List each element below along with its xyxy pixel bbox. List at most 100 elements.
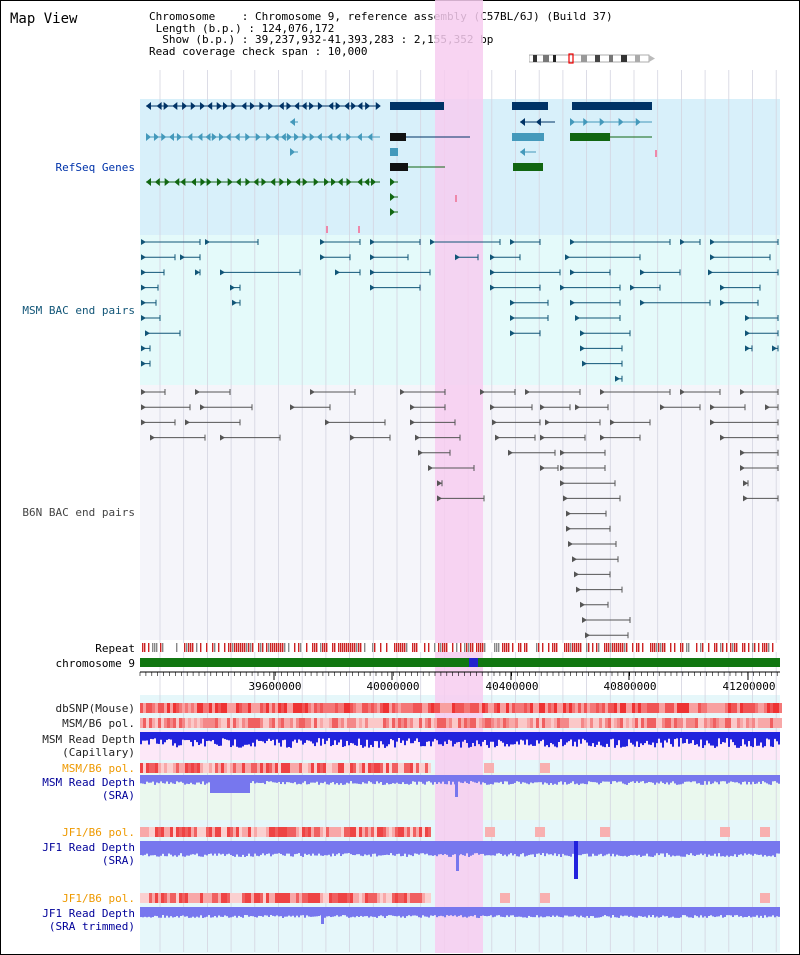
repeat-element xyxy=(184,643,186,652)
depth-bar xyxy=(196,841,198,854)
track-label-b6n-bac[interactable]: B6N BAC end pairs xyxy=(22,506,135,519)
depth-bar xyxy=(156,732,158,744)
heat-cell xyxy=(311,703,314,713)
depth-bar xyxy=(320,841,322,856)
depth-bar xyxy=(354,775,356,784)
heat-cell xyxy=(563,703,566,713)
depth-bar xyxy=(144,841,146,855)
ruler-tick-label: 39600000 xyxy=(248,680,302,693)
gene-exon xyxy=(205,133,211,141)
chromosome-ideogram[interactable] xyxy=(529,53,655,64)
depth-bar xyxy=(750,907,752,918)
gene-exon xyxy=(570,118,575,126)
track-label-chromosome[interactable]: chromosome 9 xyxy=(55,657,135,670)
heat-cell xyxy=(242,893,245,903)
track-label-dbsnp[interactable]: dbSNP(Mouse) xyxy=(55,702,135,715)
depth-bar xyxy=(670,907,672,918)
depth-bar xyxy=(746,907,748,918)
repeat-element xyxy=(252,643,254,652)
heat-cell xyxy=(392,893,395,903)
depth-bar xyxy=(388,775,390,785)
heat-cell xyxy=(449,703,452,713)
bac-end xyxy=(490,254,495,261)
gene-exon xyxy=(364,178,370,186)
depth-bar xyxy=(662,841,664,854)
depth-bar xyxy=(660,841,662,854)
heat-cell xyxy=(203,827,206,837)
depth-bar xyxy=(526,775,528,784)
depth-bar xyxy=(464,907,466,917)
bac-end xyxy=(540,434,545,441)
heat-cell xyxy=(176,763,179,773)
depth-bar xyxy=(246,907,248,916)
heat-cell xyxy=(158,893,161,903)
depth-bar xyxy=(396,907,398,917)
track-label-msm-bac[interactable]: MSM BAC end pairs xyxy=(22,304,135,317)
depth-bar xyxy=(574,732,576,742)
heat-cell xyxy=(650,703,653,713)
depth-bar xyxy=(728,907,730,916)
heat-cell xyxy=(707,718,710,728)
heat-cell xyxy=(674,718,677,728)
depth-bar xyxy=(524,841,526,857)
track-label-msm-b6-pol[interactable]: MSM/B6 pol. xyxy=(62,717,135,730)
depth-bar xyxy=(468,775,470,784)
depth-bar xyxy=(638,775,640,783)
depth-bar xyxy=(702,732,704,748)
depth-bar xyxy=(486,732,488,746)
depth-bar xyxy=(378,775,380,784)
depth-bar xyxy=(704,907,706,917)
track-label-jf1-depth-trimmed[interactable]: JF1 Read Depth xyxy=(42,907,135,920)
track-label-jf1-b6-pol-2[interactable]: JF1/B6 pol. xyxy=(62,892,135,905)
depth-bar xyxy=(200,775,202,785)
gene-exon xyxy=(172,102,178,110)
depth-bar xyxy=(772,732,774,747)
track-label-jf1-b6-pol[interactable]: JF1/B6 pol. xyxy=(62,826,135,839)
depth-bar xyxy=(292,775,294,784)
heat-cell xyxy=(338,703,341,713)
depth-bar xyxy=(226,907,228,917)
depth-bar xyxy=(692,841,694,856)
depth-bar xyxy=(702,775,704,785)
heat-cell xyxy=(260,718,263,728)
track-label-jf1-depth-sra[interactable]: JF1 Read Depth xyxy=(42,841,135,854)
bac-end xyxy=(510,299,515,306)
depth-bar xyxy=(178,775,180,783)
bac-end xyxy=(180,254,185,261)
repeat-element xyxy=(440,643,442,652)
depth-bar xyxy=(332,732,334,746)
depth-bar xyxy=(554,732,556,747)
repeat-element xyxy=(218,643,220,652)
depth-bar xyxy=(716,732,718,747)
gene-exon xyxy=(309,102,315,110)
track-label-repeat[interactable]: Repeat xyxy=(95,642,135,655)
depth-bar xyxy=(500,841,502,855)
track-label-msm-b6-pol-2[interactable]: MSM/B6 pol. xyxy=(62,762,135,775)
depth-bar xyxy=(644,732,646,744)
track-label-refseq-genes[interactable]: RefSeq Genes xyxy=(55,161,135,174)
depth-bar xyxy=(332,775,334,783)
heat-cell xyxy=(287,703,290,713)
depth-bar xyxy=(170,732,172,740)
depth-bar xyxy=(554,841,556,854)
heat-cell xyxy=(299,827,302,837)
bac-end xyxy=(480,389,485,395)
depth-bar xyxy=(488,732,490,748)
depth-bar xyxy=(410,907,412,917)
depth-bar xyxy=(646,732,648,741)
heat-cell xyxy=(671,718,674,728)
track-label-msm-depth-sra[interactable]: MSM Read Depth xyxy=(42,776,135,789)
depth-bar xyxy=(396,775,398,783)
depth-bar xyxy=(502,907,504,917)
track-label-msm-depth-capillary[interactable]: MSM Read Depth xyxy=(42,733,135,746)
depth-bar xyxy=(348,732,350,746)
depth-bar xyxy=(206,732,208,742)
gene-exon xyxy=(583,118,589,126)
heat-cell xyxy=(641,718,644,728)
heat-cell xyxy=(296,763,299,773)
bac-end xyxy=(141,315,146,321)
depth-bar xyxy=(384,732,386,748)
heat-cell xyxy=(149,827,152,837)
depth-bar xyxy=(304,841,306,854)
